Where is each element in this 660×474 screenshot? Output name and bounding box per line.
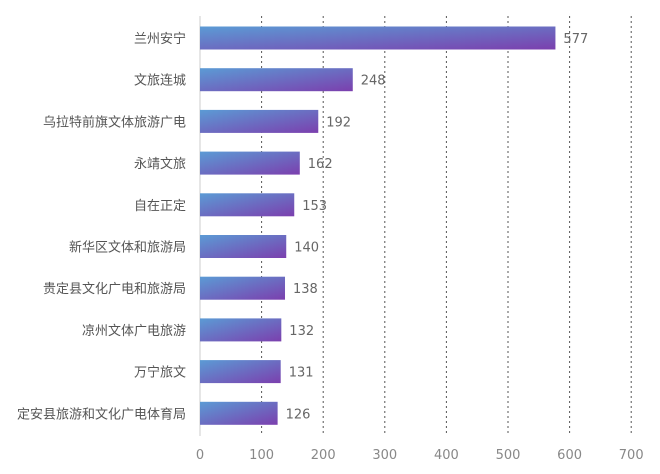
category-label: 定安县旅游和文化广电体育局 — [17, 406, 186, 422]
x-tick-labels: 0 100 200 300 400 500 600 700 — [196, 448, 644, 463]
value-label: 140 — [294, 241, 319, 256]
category-label: 贵定县文化广电和旅游局 — [43, 282, 186, 297]
category-label: 自在正定 — [134, 199, 186, 214]
bar — [200, 318, 282, 342]
value-label: 132 — [289, 324, 314, 339]
bar — [200, 360, 281, 384]
bar — [200, 26, 556, 50]
x-tick-label: 600 — [557, 448, 582, 463]
bar — [200, 109, 319, 133]
category-label: 凉州文体广电旅游 — [82, 324, 186, 339]
category-label: 乌拉特前旗文体旅游广电 — [43, 114, 186, 130]
value-label: 153 — [302, 199, 327, 214]
bars — [200, 26, 556, 425]
x-tick-label: 500 — [496, 448, 521, 463]
value-label: 248 — [361, 74, 386, 89]
value-label: 138 — [293, 282, 318, 297]
value-label: 131 — [289, 366, 314, 381]
category-label: 万宁旅文 — [134, 365, 186, 381]
x-tick-label: 200 — [311, 448, 336, 463]
value-label: 126 — [286, 407, 311, 422]
x-tick-label: 700 — [619, 448, 644, 463]
x-tick-label: 300 — [372, 448, 397, 463]
bar — [200, 193, 295, 217]
bar — [200, 68, 353, 92]
x-tick-label: 0 — [196, 448, 204, 463]
value-label: 192 — [326, 115, 351, 130]
x-tick-label: 400 — [434, 448, 459, 463]
category-label: 新华区文体和旅游局 — [69, 240, 186, 256]
value-label: 162 — [308, 157, 333, 172]
bar — [200, 276, 286, 300]
category-label: 永靖文旅 — [134, 157, 186, 172]
value-label: 577 — [563, 32, 588, 47]
x-tick-label: 100 — [249, 448, 274, 463]
value-labels: 577 248 192 162 153 140 138 132 131 126 — [286, 32, 589, 422]
category-label: 兰州安宁 — [134, 31, 186, 47]
bar — [200, 151, 300, 175]
bar — [200, 401, 278, 425]
category-label: 文旅连城 — [134, 73, 186, 89]
category-labels: 兰州安宁文旅连城乌拉特前旗文体旅游广电永靖文旅自在正定新华区文体和旅游局贵定县文… — [17, 31, 186, 422]
bar — [200, 235, 287, 258]
